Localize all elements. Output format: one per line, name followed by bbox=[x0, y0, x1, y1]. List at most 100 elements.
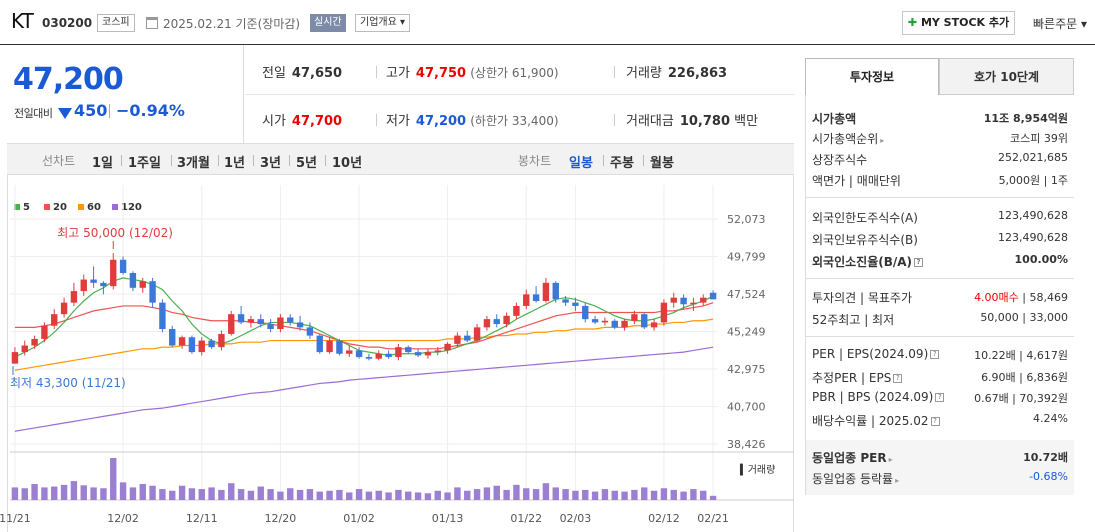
period-5y[interactable]: 5년 bbox=[296, 156, 318, 171]
quote-row-divider bbox=[245, 94, 794, 95]
info-icon: ? bbox=[930, 350, 940, 359]
volume-bar bbox=[483, 487, 491, 500]
candle-body bbox=[523, 294, 530, 306]
x-tick-label: 12/20 bbox=[265, 512, 297, 525]
panel-divider bbox=[806, 278, 1074, 279]
candle-body bbox=[90, 279, 97, 283]
add-mystock-button[interactable]: ✚ MY STOCK 추가 bbox=[902, 11, 1015, 35]
volume-bar bbox=[159, 489, 166, 500]
period-1w[interactable]: 1주일 bbox=[128, 156, 161, 171]
candle-body bbox=[119, 259, 127, 273]
corp-info-dropdown[interactable]: 기업개요 ▾ bbox=[355, 14, 410, 32]
ma120-line bbox=[14, 346, 714, 432]
period-3y[interactable]: 3년 bbox=[260, 156, 282, 171]
x-tick-label: 12/11 bbox=[186, 512, 218, 525]
volume-bar bbox=[11, 487, 19, 500]
candle-body bbox=[228, 314, 235, 334]
change-percent: −0.94% bbox=[116, 101, 185, 120]
candle-body bbox=[198, 340, 205, 353]
volume-bar bbox=[119, 482, 127, 500]
candle-body bbox=[680, 297, 687, 305]
ma60-line bbox=[14, 318, 714, 371]
toolbar-sep bbox=[171, 155, 172, 166]
volume-bar bbox=[208, 487, 215, 500]
volume-bar bbox=[316, 491, 323, 500]
candle-body bbox=[454, 335, 461, 344]
quick-order-dropdown[interactable]: 빠른주문 ▾ bbox=[1033, 17, 1087, 31]
foreign-limit-row: 외국인한도주식수(A) 123,490,628 bbox=[812, 209, 1068, 225]
volume-bar bbox=[60, 484, 68, 500]
candle-body bbox=[169, 329, 176, 346]
candle-body bbox=[591, 319, 599, 323]
par-row: 액면가 | 매매단위 5,000원 | 1주 bbox=[812, 174, 1068, 188]
period-daily[interactable]: 일봉 bbox=[569, 156, 593, 171]
pbr-row: PBR | BPS (2024.09)? 0.67배 | 70,392원 bbox=[812, 390, 1068, 405]
tab-orderbook[interactable]: 호가 10단계 bbox=[939, 58, 1074, 95]
period-10y[interactable]: 10년 bbox=[332, 156, 363, 171]
toolbar-sep bbox=[325, 155, 326, 166]
candle-body bbox=[395, 347, 402, 358]
price-chart[interactable]: 52,073 49,799 47,524 45,249 42,975 40,700 38,4… bbox=[0, 175, 794, 532]
candle-body bbox=[80, 279, 87, 292]
high-annotation: 최고 50,000 (12/02) bbox=[57, 226, 173, 240]
volume-bar bbox=[21, 488, 28, 500]
market-cap-row: 시가총액 11조 8,954억원 bbox=[812, 112, 1068, 126]
foreign-rate-row: 외국인소진율(B/A)? 100.00% bbox=[812, 253, 1068, 269]
right-tabs: 투자정보 호가 10단계 bbox=[805, 58, 1074, 95]
volume-bar bbox=[424, 493, 432, 500]
period-3m[interactable]: 3개월 bbox=[177, 156, 210, 171]
period-weekly[interactable]: 주봉 bbox=[610, 156, 634, 171]
volume-bar bbox=[444, 492, 451, 500]
toolbar-sep bbox=[218, 155, 219, 166]
quote-volume: 거래량 226,863 bbox=[626, 66, 728, 81]
volume-bar bbox=[591, 491, 599, 500]
candle-body bbox=[31, 338, 38, 346]
x-tick-label: 11/21 bbox=[0, 512, 31, 525]
volume-bar bbox=[434, 490, 441, 500]
candle-body bbox=[405, 347, 412, 353]
quote-open: 시가 47,700 bbox=[262, 114, 343, 129]
candle-body bbox=[277, 317, 284, 330]
legend-ma60: 60 bbox=[78, 202, 101, 213]
legend-ma20: 20 bbox=[44, 202, 67, 213]
price-box bbox=[0, 45, 244, 143]
quote-low: 저가 47,200 (하한가 33,400) bbox=[386, 114, 559, 129]
volume-bar bbox=[385, 492, 392, 500]
volume-bar bbox=[257, 486, 264, 500]
volume-bar bbox=[660, 488, 668, 500]
volume-bar bbox=[149, 485, 156, 500]
candle-body bbox=[139, 281, 146, 288]
volume-bar bbox=[641, 487, 648, 500]
period-1d[interactable]: 1일 bbox=[92, 156, 114, 171]
candle-body bbox=[218, 333, 225, 348]
period-1y[interactable]: 1년 bbox=[224, 156, 246, 171]
volume-bar bbox=[375, 490, 382, 500]
toolbar-sep bbox=[121, 155, 122, 166]
candle-body bbox=[100, 282, 107, 287]
candle-body bbox=[149, 281, 156, 303]
candle-body bbox=[434, 350, 441, 353]
volume-bar bbox=[139, 484, 146, 500]
x-tick-label: 01/22 bbox=[510, 512, 542, 525]
candle-body bbox=[60, 302, 68, 315]
volume-bar bbox=[90, 487, 97, 500]
volume-bar bbox=[464, 490, 471, 500]
volume-bar bbox=[51, 486, 58, 500]
candle-body bbox=[326, 340, 333, 353]
candle-body bbox=[444, 343, 451, 351]
candle-body bbox=[601, 320, 609, 323]
toolbar-sep bbox=[643, 155, 644, 166]
volume-bar bbox=[247, 490, 255, 500]
volume-bar bbox=[70, 481, 78, 500]
candle-body bbox=[621, 320, 628, 328]
quote-prev: 전일 47,650 bbox=[262, 66, 343, 81]
legend-ma120: 120 bbox=[112, 202, 142, 213]
period-monthly[interactable]: 월봉 bbox=[650, 156, 674, 171]
candle-body bbox=[21, 345, 28, 353]
realtime-badge[interactable]: 실시간 bbox=[310, 14, 346, 32]
candle-body bbox=[237, 314, 245, 323]
candle-body bbox=[650, 322, 658, 328]
quote-sep bbox=[376, 66, 377, 78]
volume-bar bbox=[336, 489, 343, 500]
tab-invest-info[interactable]: 투자정보 bbox=[805, 58, 939, 95]
